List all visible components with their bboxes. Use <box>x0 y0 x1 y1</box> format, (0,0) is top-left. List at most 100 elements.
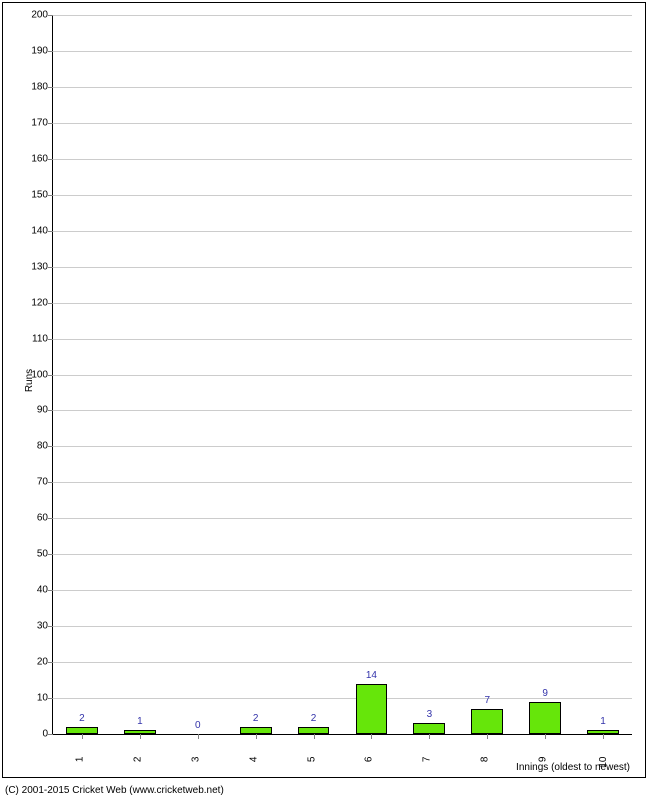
y-tick-label: 110 <box>32 333 48 344</box>
gridline <box>53 267 632 268</box>
bar-value-label: 1 <box>137 716 143 727</box>
bar <box>66 727 98 734</box>
x-tick-label: 3 <box>190 757 201 763</box>
y-tick <box>48 303 53 304</box>
x-tick-label: 5 <box>306 757 317 763</box>
x-tick-label: 1 <box>74 757 85 763</box>
plot-area: 0102030405060708090100110120130140150160… <box>52 15 632 735</box>
y-tick <box>48 734 53 735</box>
y-tick-label: 160 <box>31 153 48 164</box>
x-tick-label: 2 <box>132 757 143 763</box>
y-tick-label: 50 <box>37 549 48 560</box>
y-tick-label: 200 <box>31 10 48 21</box>
y-tick-label: 90 <box>37 405 48 416</box>
y-tick-label: 20 <box>37 657 48 668</box>
gridline <box>53 159 632 160</box>
gridline <box>53 231 632 232</box>
x-axis-title: Innings (oldest to newest) <box>516 762 630 773</box>
y-tick <box>48 590 53 591</box>
y-tick-label: 70 <box>37 477 48 488</box>
gridline <box>53 518 632 519</box>
bar-value-label: 14 <box>366 670 377 681</box>
x-tick <box>545 734 546 739</box>
copyright-text: (C) 2001-2015 Cricket Web (www.cricketwe… <box>5 785 224 796</box>
y-tick-label: 190 <box>31 45 48 56</box>
y-tick-label: 150 <box>31 189 48 200</box>
chart-container: 0102030405060708090100110120130140150160… <box>0 0 650 800</box>
y-tick-label: 180 <box>31 81 48 92</box>
gridline <box>53 662 632 663</box>
gridline <box>53 195 632 196</box>
y-tick-label: 140 <box>31 225 48 236</box>
y-tick-label: 130 <box>31 261 48 272</box>
y-tick-label: 10 <box>37 693 48 704</box>
y-tick <box>48 375 53 376</box>
y-tick-label: 120 <box>31 297 48 308</box>
gridline <box>53 482 632 483</box>
bar-value-label: 2 <box>79 713 85 724</box>
bar-value-label: 1 <box>600 716 606 727</box>
y-tick <box>48 446 53 447</box>
gridline <box>53 375 632 376</box>
bar <box>240 727 272 734</box>
bar <box>529 702 561 734</box>
x-tick-label: 8 <box>480 757 491 763</box>
gridline <box>53 410 632 411</box>
gridline <box>53 123 632 124</box>
y-tick-label: 60 <box>37 513 48 524</box>
bar-value-label: 3 <box>427 709 433 720</box>
y-tick <box>48 123 53 124</box>
gridline <box>53 15 632 16</box>
x-tick-label: 7 <box>422 757 433 763</box>
gridline <box>53 590 632 591</box>
bar <box>471 709 503 734</box>
y-tick <box>48 195 53 196</box>
gridline <box>53 87 632 88</box>
y-tick-label: 170 <box>31 117 48 128</box>
x-tick <box>256 734 257 739</box>
y-axis-title: Runs <box>24 369 35 392</box>
gridline <box>53 554 632 555</box>
gridline <box>53 303 632 304</box>
y-tick <box>48 698 53 699</box>
x-tick <box>487 734 488 739</box>
y-tick <box>48 518 53 519</box>
y-tick <box>48 87 53 88</box>
y-tick <box>48 626 53 627</box>
y-tick <box>48 267 53 268</box>
y-tick <box>48 15 53 16</box>
y-tick <box>48 159 53 160</box>
y-tick-label: 30 <box>37 621 48 632</box>
y-tick <box>48 554 53 555</box>
gridline <box>53 626 632 627</box>
y-tick-label: 0 <box>42 729 48 740</box>
gridline <box>53 339 632 340</box>
bar <box>298 727 330 734</box>
bar-value-label: 7 <box>484 695 490 706</box>
y-tick <box>48 339 53 340</box>
bar-value-label: 2 <box>311 713 317 724</box>
y-tick <box>48 231 53 232</box>
bar-value-label: 9 <box>542 688 548 699</box>
bar <box>413 723 445 734</box>
x-tick <box>140 734 141 739</box>
y-tick-label: 40 <box>37 585 48 596</box>
gridline <box>53 51 632 52</box>
x-tick <box>198 734 199 739</box>
y-tick <box>48 482 53 483</box>
x-tick-label: 4 <box>248 757 259 763</box>
bar-value-label: 0 <box>195 720 201 731</box>
gridline <box>53 446 632 447</box>
x-tick <box>82 734 83 739</box>
y-tick <box>48 51 53 52</box>
x-tick-label: 6 <box>364 757 375 763</box>
x-tick <box>603 734 604 739</box>
y-tick <box>48 410 53 411</box>
bar-value-label: 2 <box>253 713 259 724</box>
y-tick-label: 80 <box>37 441 48 452</box>
x-tick <box>371 734 372 739</box>
y-tick <box>48 662 53 663</box>
bar <box>356 684 388 734</box>
x-tick <box>314 734 315 739</box>
x-tick <box>429 734 430 739</box>
